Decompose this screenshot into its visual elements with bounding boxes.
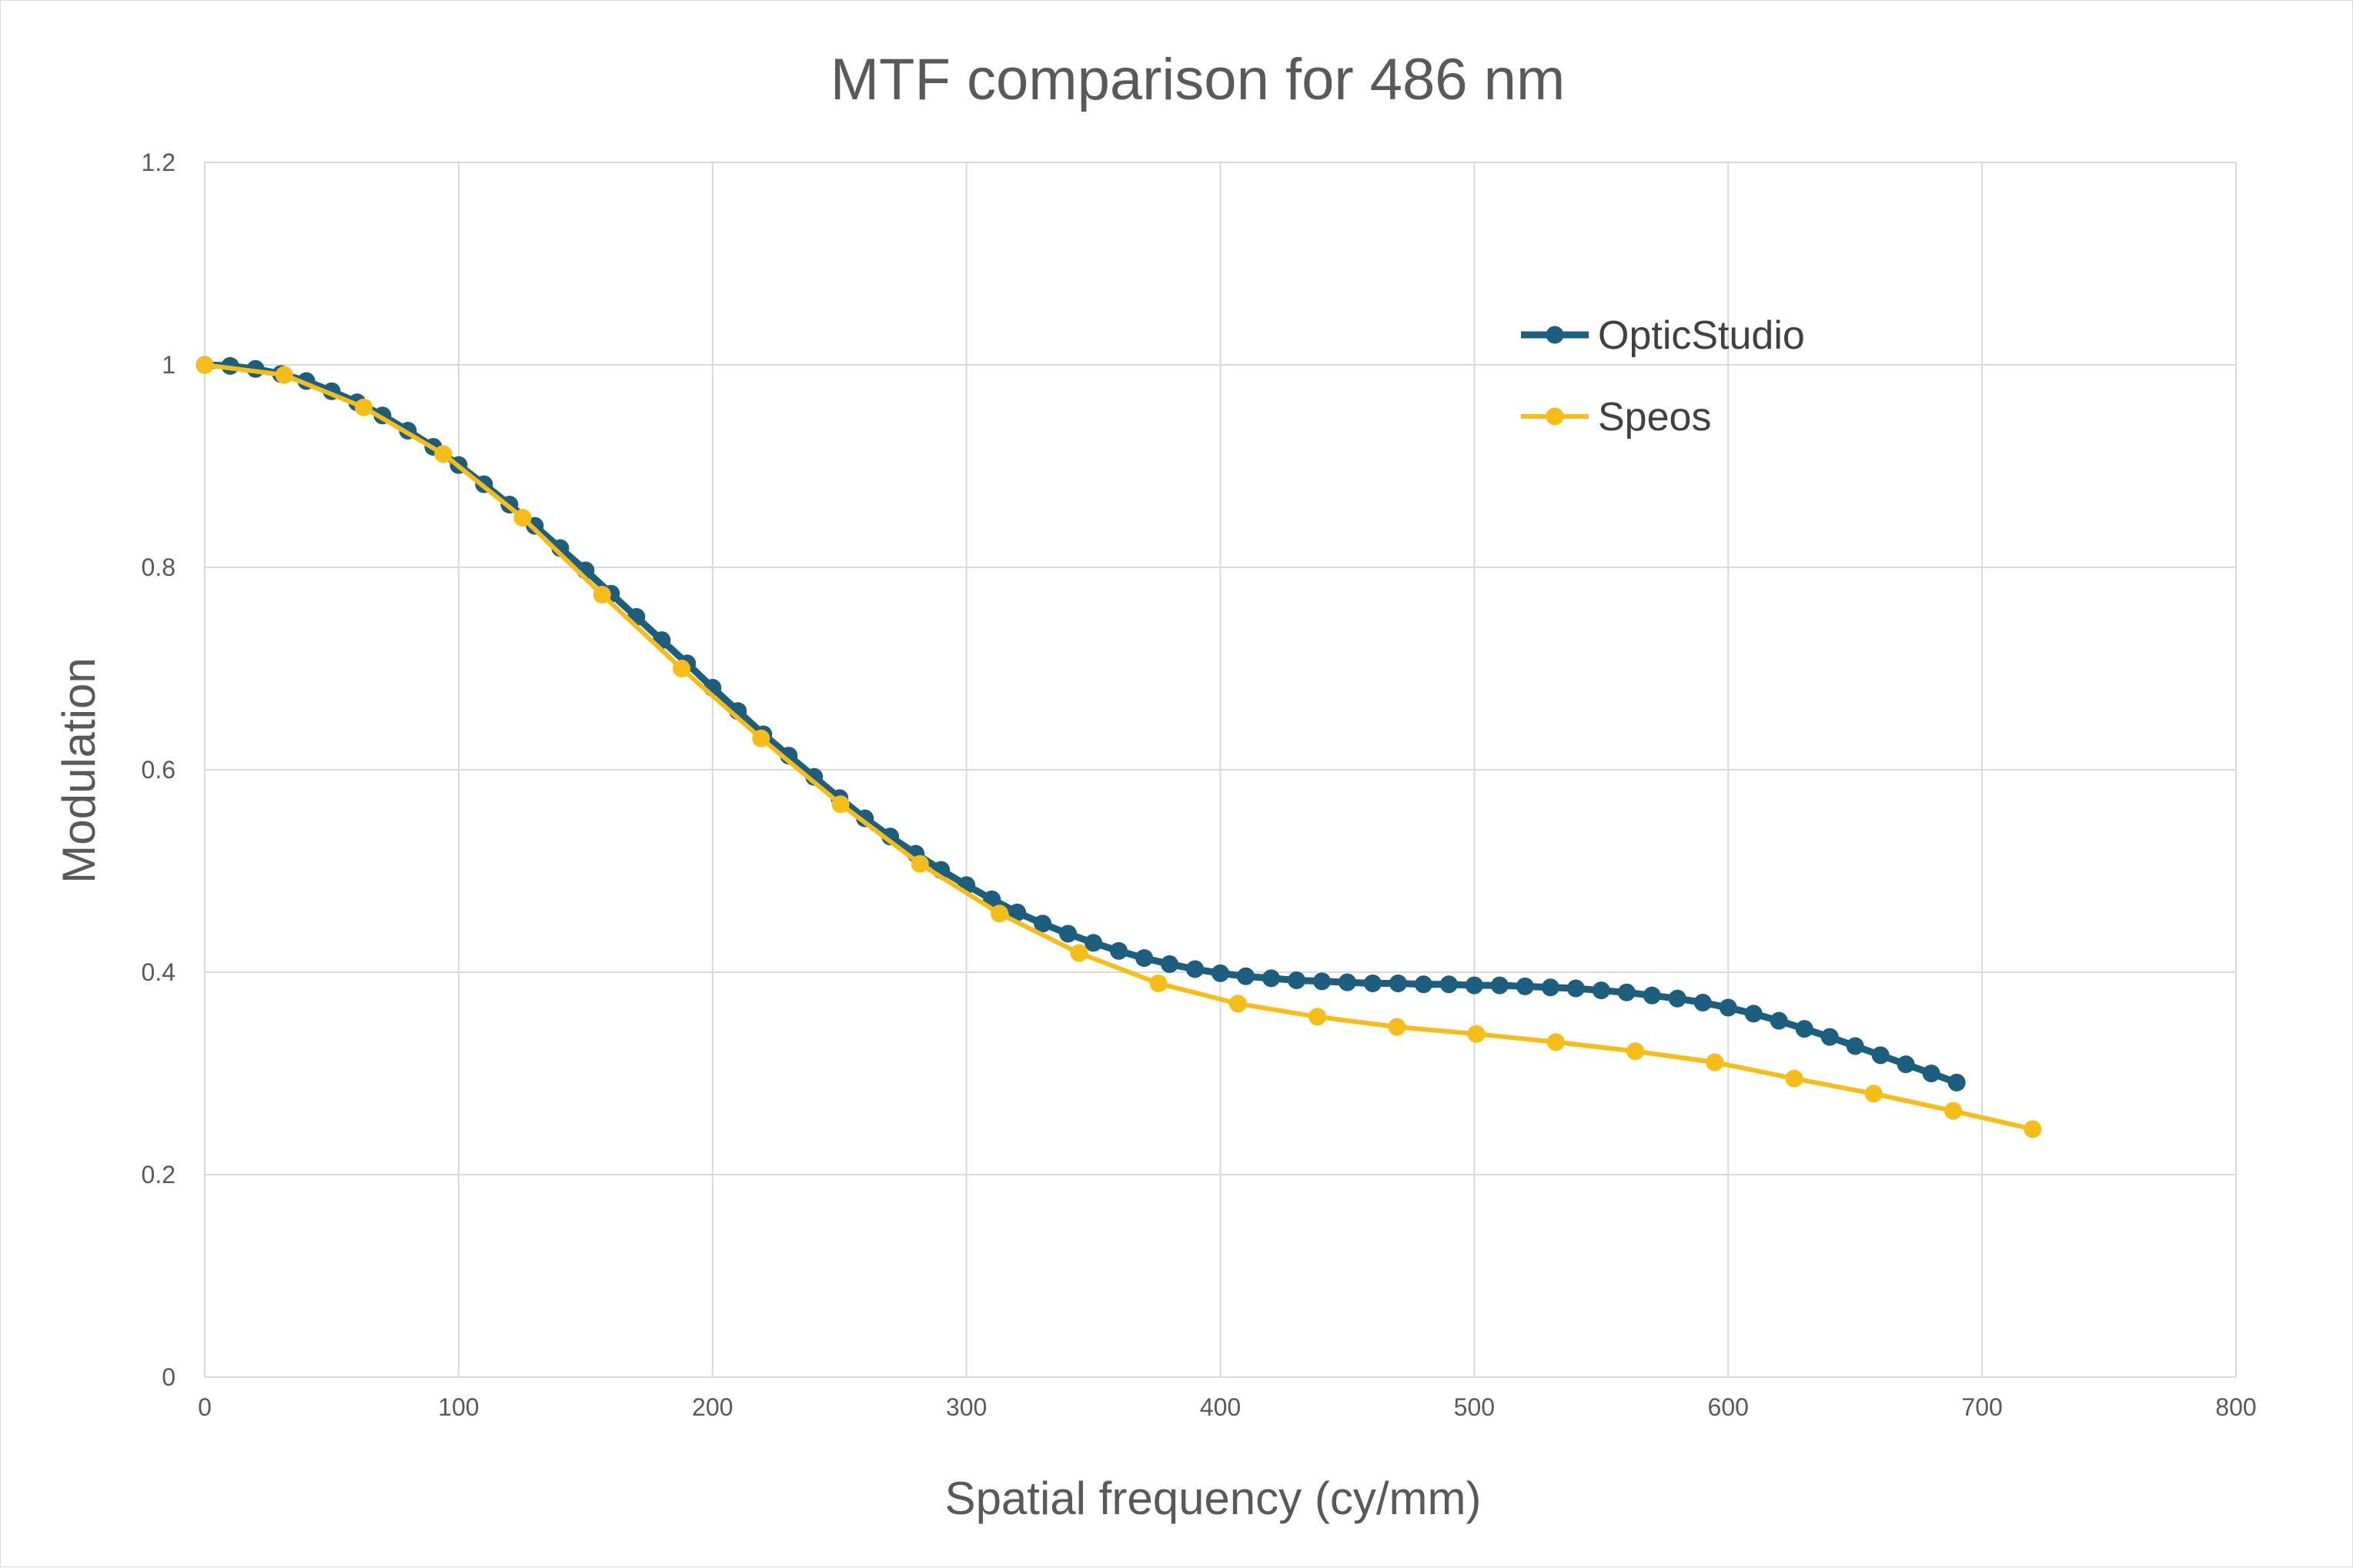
data-point: [1228, 995, 1247, 1013]
y-tick-label: 0.8: [142, 553, 175, 581]
data-point: [1465, 976, 1483, 995]
data-point: [513, 509, 532, 527]
data-point: [752, 729, 770, 747]
data-point: [1871, 1046, 1890, 1065]
data-point: [1846, 1037, 1864, 1055]
legend-item-opticstudio: OpticStudio: [1521, 313, 1805, 358]
x-tick-label: 600: [1708, 1393, 1749, 1421]
data-point: [1034, 914, 1052, 933]
data-point: [355, 398, 373, 416]
data-point: [1643, 986, 1661, 1005]
data-point: [1922, 1065, 1940, 1082]
data-point: [2024, 1120, 2042, 1138]
legend: OpticStudio Speos: [1521, 313, 1805, 440]
data-point: [1795, 1020, 1813, 1038]
x-tick-label: 0: [198, 1393, 212, 1421]
data-point: [1338, 973, 1356, 991]
legend-label: OpticStudio: [1598, 313, 1805, 358]
data-point: [673, 660, 691, 677]
data-point: [1236, 967, 1255, 985]
x-tick-label: 800: [2215, 1393, 2256, 1421]
data-point: [1626, 1042, 1645, 1061]
data-point: [1490, 976, 1509, 995]
data-point: [1897, 1055, 1915, 1074]
data-point: [1059, 924, 1078, 943]
data-point: [1668, 989, 1686, 1008]
y-tick-label: 0.4: [142, 958, 175, 986]
data-point: [1414, 975, 1432, 994]
data-point: [1706, 1053, 1724, 1072]
data-point: [1309, 1008, 1327, 1026]
data-point: [1770, 1011, 1788, 1030]
x-tick-label: 300: [946, 1393, 987, 1421]
x-tick-label: 100: [438, 1393, 479, 1421]
data-point: [1262, 969, 1280, 988]
data-point: [991, 904, 1009, 923]
data-point: [275, 366, 293, 384]
y-axis-title: Modulation: [53, 657, 105, 884]
legend-swatch-marker: [1546, 407, 1564, 426]
data-point: [434, 445, 453, 463]
data-point: [1070, 944, 1088, 962]
data-point: [1785, 1069, 1803, 1088]
x-tick-label: 500: [1454, 1393, 1495, 1421]
data-point: [1864, 1085, 1883, 1103]
data-point: [1149, 974, 1168, 992]
data-point: [1947, 1073, 1966, 1092]
data-point: [1186, 960, 1205, 978]
data-point: [856, 809, 874, 827]
x-tick-label: 400: [1200, 1393, 1241, 1421]
data-point: [1085, 934, 1103, 952]
data-point: [1110, 941, 1128, 960]
legend-label: Speos: [1598, 395, 1711, 440]
data-point: [593, 586, 611, 604]
legend-item-speos: Speos: [1521, 395, 1711, 440]
grid-layer: [204, 162, 2237, 1378]
legend-swatch-marker: [1546, 326, 1564, 344]
x-tick-label: 200: [692, 1393, 733, 1421]
data-point: [831, 795, 850, 814]
data-point: [1744, 1005, 1763, 1023]
data-point: [1467, 1025, 1486, 1043]
data-point: [1388, 1018, 1406, 1036]
data-point: [1287, 971, 1305, 990]
data-point: [1820, 1028, 1839, 1046]
data-point: [911, 854, 929, 873]
y-tick-label: 0.2: [142, 1161, 175, 1189]
x-axis-title: Spatial frequency (cy/mm): [945, 1473, 1482, 1524]
chart-title: MTF comparison for 486 nm: [831, 47, 1566, 112]
y-tick-label: 1.2: [142, 149, 175, 176]
data-point: [1312, 972, 1331, 991]
data-point: [1389, 974, 1407, 992]
data-point: [1212, 964, 1229, 982]
data-point: [1541, 978, 1559, 997]
data-point: [1617, 983, 1636, 1001]
data-point: [1439, 975, 1458, 994]
data-point: [1516, 977, 1534, 995]
series-line: [204, 363, 2034, 1132]
y-tick-label: 0.6: [142, 756, 175, 784]
data-point: [1693, 993, 1712, 1011]
data-point: [1944, 1102, 1963, 1120]
data-point: [1592, 981, 1610, 1000]
x-tick-label: 700: [1961, 1393, 2002, 1421]
tick-labels: 0 100 200 300 400 500 600 700 800 0 0.2 0.4 0.6 0.8 1 1…: [142, 149, 2257, 1421]
y-tick-label: 1: [162, 351, 175, 379]
data-point: [1008, 903, 1027, 921]
data-point: [1161, 955, 1179, 973]
data-point: [1363, 974, 1382, 992]
data-point: [1135, 949, 1154, 968]
data-point: [196, 356, 214, 374]
data-point: [1566, 979, 1585, 998]
data-point: [1546, 1033, 1565, 1051]
data-point: [1719, 998, 1737, 1017]
series-layer: [196, 356, 2042, 1138]
series-speos: [196, 356, 2042, 1138]
y-tick-label: 0: [162, 1363, 175, 1391]
